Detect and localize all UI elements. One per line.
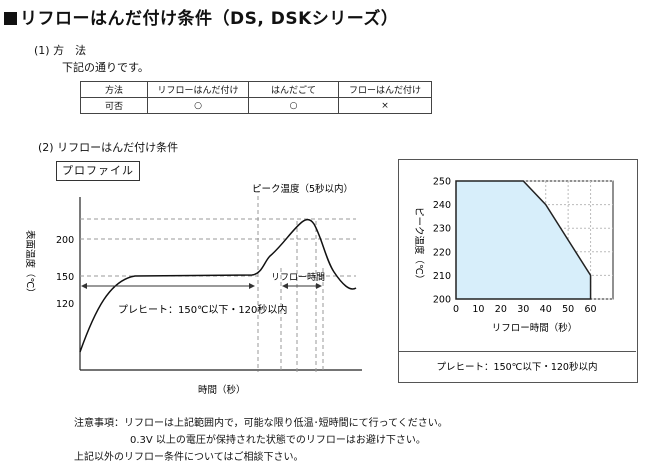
y-axis-label: ピーク温度（℃）: [413, 207, 425, 284]
y-tick-label: 120: [56, 299, 74, 310]
x-axis-label: リフロー時間（秒）: [492, 322, 578, 334]
x-tick-label: 0: [453, 304, 459, 315]
y-ticks: 250 240 230 220 210 200: [433, 177, 451, 306]
conditions-heading: (2) リフローはんだ付け条件: [38, 141, 179, 154]
peak-chart-caption-divider: [398, 351, 636, 382]
note-line-1: 注意事項：リフローは上記範囲内で，可能な限り低温･短時間にて行ってください。: [74, 418, 448, 429]
temperature-profile-diagram: 200 150 120 表面温度（℃） プレヒート：150℃以下・120秒以内 …: [24, 183, 362, 396]
x-tick-label: 60: [585, 304, 597, 315]
table-header-cell: 方法: [80, 81, 148, 98]
y-tick-label: 220: [433, 247, 451, 258]
profile-label: プロファイル: [56, 161, 140, 181]
square-bullet-icon: [4, 12, 17, 25]
allowed-region-area: [455, 180, 592, 300]
y-tick-label: 150: [56, 272, 74, 283]
y-axis-label: 表面温度（℃）: [24, 230, 36, 298]
x-tick-label: 10: [472, 304, 484, 315]
table-header-cell: フローはんだ付け: [338, 81, 432, 98]
table-header-row: 方法 リフローはんだ付け はんだごて フローはんだ付け: [80, 81, 432, 98]
page-title-text: リフローはんだ付け条件（DS, DSKシリーズ）: [20, 9, 399, 29]
x-ticks: 0 10 20 30 40 50 60: [453, 304, 597, 315]
peak-chart-frame: [398, 159, 638, 383]
method-table: 方法 リフローはんだ付け はんだごて フローはんだ付け 可否 ○ ○ ×: [80, 81, 432, 114]
x-axis-label: 時間（秒）: [198, 384, 246, 396]
table-cell: ×: [338, 97, 432, 114]
reflow-time-label: リフロー時間: [271, 272, 325, 283]
page-title: リフローはんだ付け条件（DS, DSKシリーズ）: [4, 4, 398, 29]
x-tick-label: 30: [517, 304, 529, 315]
y-tick-label: 210: [433, 271, 451, 282]
note-line-2: 0.3V 以上の電圧が保持された状態でのリフローはお避け下さい。: [130, 435, 426, 446]
y-tick-label: 200: [56, 235, 74, 246]
method-heading: (1) 方 法: [34, 44, 87, 57]
note-line-3: 上記以外のリフロー条件についてはご相談下さい。: [74, 452, 304, 463]
y-tick-label: 240: [433, 200, 451, 211]
x-tick-label: 50: [562, 304, 574, 315]
y-tick-label: 230: [433, 224, 451, 235]
x-tick-label: 20: [495, 304, 507, 315]
table-header-cell: はんだごて: [248, 81, 339, 98]
temperature-profile-curve: [79, 218, 357, 353]
preheat-label: プレヒート：150℃以下・120秒以内: [118, 303, 287, 316]
peak-temperature-chart: 250 240 230 220 210 200 0 10 20 30 40 50 60 リフロー時間（…: [413, 177, 614, 373]
method-description: 下記の通りです。: [62, 61, 149, 74]
x-tick-label: 40: [540, 304, 552, 315]
peak-temp-label: ピーク温度（5秒以内）: [252, 183, 353, 195]
table-row: 可否 ○ ○ ×: [80, 97, 432, 114]
table-cell: ○: [248, 97, 339, 114]
chart-caption: プレヒート：150℃以下・120秒以内: [437, 361, 598, 373]
y-tick-label: 250: [433, 177, 451, 188]
y-tick-label: 200: [433, 295, 451, 306]
